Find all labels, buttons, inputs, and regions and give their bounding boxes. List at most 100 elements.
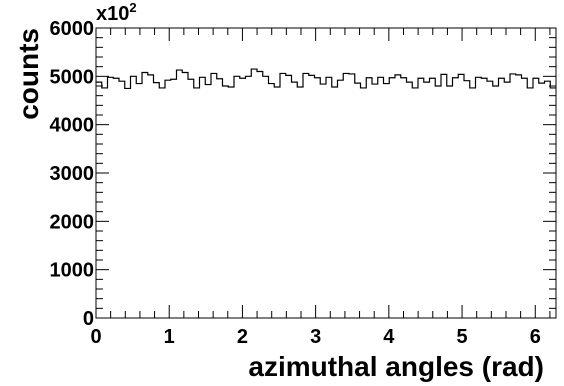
histogram-bin (246, 76, 252, 318)
histogram-bin (476, 77, 482, 318)
histogram-bin (349, 74, 355, 318)
histogram-bin (338, 80, 344, 318)
histogram-bin (401, 78, 407, 318)
histogram-bin (499, 78, 505, 318)
y-tick-label: 6000 (50, 18, 95, 40)
histogram-bin (148, 75, 154, 318)
histogram-bin (228, 87, 234, 318)
histogram-bin (326, 77, 332, 318)
histogram-bin (280, 73, 286, 318)
histogram-bin (263, 76, 269, 318)
histogram-bin (384, 84, 390, 318)
histogram-bin (113, 78, 119, 318)
histogram-bin (234, 76, 240, 318)
histogram-bin (464, 81, 470, 318)
histogram-bin (435, 86, 441, 318)
y-tick-label: 0 (83, 308, 94, 330)
histogram-bin (194, 88, 200, 318)
histogram-bin (504, 82, 510, 318)
histogram-bin (372, 84, 378, 318)
histogram-bin (96, 82, 102, 318)
x-axis-title: azimuthal angles (rad) (248, 351, 544, 382)
histogram-bin (412, 88, 418, 318)
histogram-bin (286, 75, 292, 318)
histogram-bin (361, 88, 367, 318)
histogram-bin (211, 73, 217, 318)
histogram-bin (453, 78, 459, 318)
histogram-bin (165, 80, 171, 318)
histogram-bin (389, 78, 395, 318)
histogram-bin (102, 88, 108, 318)
histogram-outline (96, 68, 556, 90)
histogram-bin (418, 78, 424, 318)
histogram-bin (510, 74, 516, 318)
histogram-bin (200, 77, 206, 318)
histogram-bin (493, 86, 499, 318)
x-tick-label: 0 (90, 326, 101, 348)
histogram-bin (516, 75, 522, 318)
histogram-bin (182, 72, 188, 318)
histogram-bin (430, 78, 436, 318)
y-tick-label: 4000 (50, 115, 95, 137)
histogram-bin (441, 74, 447, 318)
histogram-bin (223, 86, 229, 318)
histogram-bin (292, 82, 298, 318)
histogram-bin (171, 79, 177, 318)
histogram-bin (154, 83, 160, 318)
histogram-bin (527, 88, 533, 318)
histogram-bin (355, 83, 361, 318)
histogram-bin (481, 78, 487, 318)
histogram-bin (378, 77, 384, 318)
histogram-bin (159, 88, 165, 318)
histogram-bin (487, 81, 493, 318)
histogram-bin (251, 69, 257, 318)
x-tick-label: 4 (383, 326, 395, 348)
histogram-bin (269, 84, 275, 318)
y-exponent-label: x102 (96, 0, 137, 25)
histogram-bin (108, 77, 114, 318)
histogram-bin (533, 78, 539, 318)
x-tick-label: 6 (530, 326, 541, 348)
y-tick-label: 3000 (50, 163, 95, 185)
y-axis-title: counts (13, 28, 44, 120)
histogram-bin (315, 78, 321, 318)
histogram-bin (297, 87, 303, 318)
histogram-bin (274, 87, 280, 318)
histogram-bin (522, 78, 528, 318)
y-tick-label: 2000 (50, 211, 95, 233)
histogram-bin (177, 70, 183, 318)
histogram-bin (550, 88, 556, 318)
histogram-bin (332, 87, 338, 318)
histogram-bin (458, 74, 464, 318)
x-tick-label: 2 (237, 326, 248, 348)
histogram-bin (539, 83, 545, 318)
histogram-bin (366, 78, 372, 318)
histogram-bin (343, 73, 349, 318)
x-tick-label: 5 (456, 326, 467, 348)
histogram-bin (407, 82, 413, 318)
histogram-bin (257, 72, 263, 319)
histogram-bin (424, 82, 430, 318)
histogram-bin (131, 76, 137, 318)
histogram-bin (470, 88, 476, 318)
histogram-bin (125, 88, 131, 318)
histogram-bin (240, 78, 246, 318)
histogram-bin (217, 79, 223, 318)
y-tick-label: 5000 (50, 66, 95, 88)
histogram-bin (142, 72, 148, 318)
histogram-bin (309, 75, 315, 318)
histogram-bin (545, 81, 551, 318)
histogram-bin (136, 84, 142, 318)
histogram-bin (205, 85, 211, 318)
y-tick-label: 1000 (50, 260, 95, 282)
histogram-bin (303, 73, 309, 318)
histogram-bin (395, 75, 401, 318)
histogram-bin (188, 79, 194, 318)
x-tick-label: 3 (310, 326, 321, 348)
x-tick-label: 1 (164, 326, 175, 348)
histogram-bin (447, 86, 453, 318)
histogram-bin (320, 84, 326, 318)
histogram-bin (119, 81, 125, 318)
